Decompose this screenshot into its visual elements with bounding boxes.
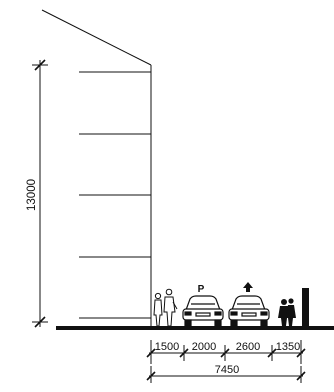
building-outline	[41, 9, 152, 326]
total-width-label: 7450	[215, 364, 239, 376]
segment-label: 1350	[276, 341, 300, 353]
segment-label: 2000	[192, 341, 216, 353]
segment-dimension	[146, 340, 306, 364]
parking-symbol: P	[198, 284, 205, 295]
segment-label: 1500	[155, 341, 179, 353]
roof-line	[41, 9, 152, 66]
parked-car-icon	[182, 295, 224, 327]
cyclists-icon	[278, 298, 296, 326]
bollard-icon	[302, 288, 309, 326]
moving-car-icon	[228, 295, 270, 327]
pedestrians-icon	[153, 288, 178, 327]
height-dimension	[32, 59, 48, 328]
floor-lines	[79, 71, 151, 319]
arrow-up-icon	[243, 282, 253, 292]
total-dimension	[146, 366, 306, 383]
height-dimension-label: 13000	[26, 179, 38, 211]
segment-label: 2600	[236, 341, 260, 353]
ground-line	[56, 326, 334, 330]
